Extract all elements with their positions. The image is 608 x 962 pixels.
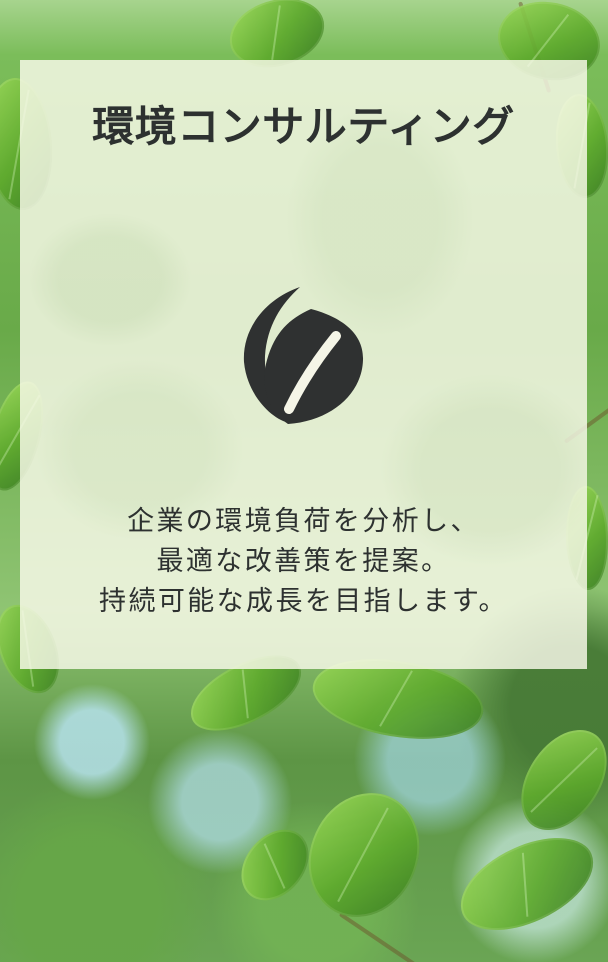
description-line: 持続可能な成長を目指します。 [99, 586, 508, 617]
description-line: 企業の環境負荷を分析し、 [127, 506, 480, 537]
card-description: 企業の環境負荷を分析し、 最適な改善策を提案。 持続可能な成長を目指します。 [20, 502, 587, 622]
background-leaf [506, 714, 608, 846]
background-leaf [299, 783, 429, 927]
branch-shape [338, 912, 441, 962]
environment-consulting-card: 環境コンサルティング 企業の環境負荷を分析し、 最適な改善策を提案。 持続可能な… [20, 60, 587, 669]
card-title: 環境コンサルティング [92, 102, 515, 151]
description-line: 最適な改善策を提案。 [156, 546, 451, 577]
background-leaf [446, 822, 608, 946]
leaf-pair-icon [243, 287, 364, 424]
